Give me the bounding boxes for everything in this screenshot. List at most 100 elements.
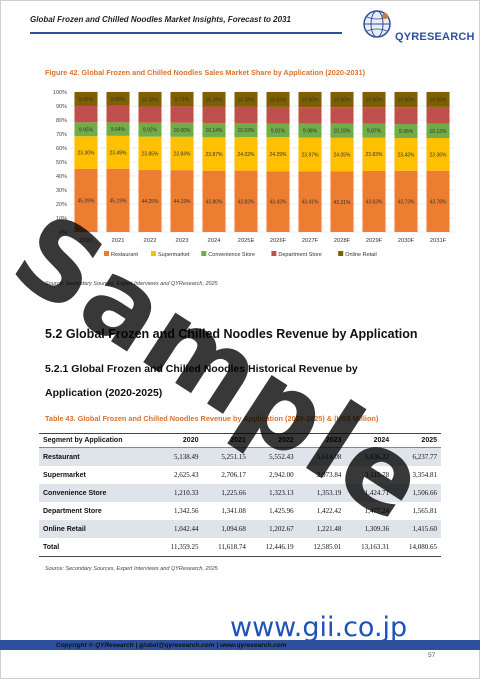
data-label: 10.65% xyxy=(430,97,448,103)
cell: 1,425.96 xyxy=(269,507,294,515)
cell: 11,618.74 xyxy=(202,538,250,557)
x-tick-label: 2026F xyxy=(270,238,287,244)
bar-segment xyxy=(330,123,354,138)
data-label: 9.64% xyxy=(111,127,126,133)
bar-segment xyxy=(138,170,162,232)
bar-segment xyxy=(202,92,226,107)
gii-watermark-link: www.gii.co.jp xyxy=(230,612,408,643)
cell: 1,221.48 xyxy=(297,520,346,538)
bar-segment xyxy=(330,137,354,172)
table-row: Online Retail 1,042.44 1,094.68 1,202.67… xyxy=(39,520,441,538)
stacked-bar-chart: 0% 10% 20% 30% 40% 50% 60% 70% 80% 90% 100% 45.09% 2… xyxy=(53,90,454,258)
table-row: Department Store 1,342.56 1,341.08 1,425… xyxy=(39,502,441,520)
cell: 14,080.65 xyxy=(393,538,441,557)
bar-segment xyxy=(426,106,450,124)
bar-segment xyxy=(202,106,226,124)
data-label: 43.80% xyxy=(206,199,224,205)
bar-segment xyxy=(170,170,194,232)
data-label: 43.42% xyxy=(270,200,288,206)
data-label: 45.19% xyxy=(110,198,128,204)
data-label: 9.92% xyxy=(143,128,158,134)
bar-segment xyxy=(330,92,354,108)
x-tick-label: 2025E xyxy=(238,238,255,244)
cell: 1,353.19 xyxy=(297,484,346,502)
bar-segment xyxy=(298,107,322,124)
legend-label: Online Retail xyxy=(345,252,377,258)
footer-copyright: Copyright © QYResearch | global@qyresear… xyxy=(56,642,287,649)
bar-segment xyxy=(394,124,418,138)
data-label: 9.98% xyxy=(303,129,318,135)
x-tick-label: 2029F xyxy=(366,238,383,244)
figure-caption: Figure 42. Global Frozen and Chilled Noo… xyxy=(45,68,366,77)
table-source: Source: Secondary Sources, Expert Interv… xyxy=(45,566,218,572)
bar-segment xyxy=(138,106,162,123)
bar-segment xyxy=(202,170,226,232)
data-label: 43.21% xyxy=(334,200,352,206)
bar-segment xyxy=(170,106,194,123)
bar-segment xyxy=(298,92,322,108)
bar-segment xyxy=(106,122,130,136)
data-label: 23.83% xyxy=(366,152,384,158)
header-year: 2023 xyxy=(297,433,346,448)
header-rule xyxy=(30,32,342,34)
row-label: Department Store xyxy=(43,507,102,515)
x-tick-label: 2028F xyxy=(334,238,351,244)
legend-label: Supermarket xyxy=(158,252,190,258)
data-label: 23.49% xyxy=(110,150,128,156)
cell: 1,202.67 xyxy=(249,520,298,538)
bar-segment xyxy=(266,106,290,124)
data-label: 23.97% xyxy=(302,152,320,158)
y-tick-label: 100% xyxy=(53,90,67,96)
data-label: 10.15% xyxy=(334,129,352,135)
data-label: 10.14% xyxy=(206,128,224,134)
y-tick-label: 10% xyxy=(56,216,67,222)
bar-segment xyxy=(394,170,418,232)
bar-segment xyxy=(106,105,130,123)
bar-segment xyxy=(394,107,418,125)
revenue-table: Segment by Application 2020 2021 2022 20… xyxy=(39,433,441,557)
cell: 1,565.81 xyxy=(412,507,438,515)
bar-segment xyxy=(234,137,258,171)
data-label: 10.80% xyxy=(302,98,320,104)
bar-segment xyxy=(298,137,322,172)
bar-segment xyxy=(74,122,98,137)
bar-segment xyxy=(170,92,194,107)
data-label: 23.36% xyxy=(430,152,448,158)
x-tick-label: 2027F xyxy=(302,238,319,244)
header-year: 2025 xyxy=(393,433,441,448)
subsection-heading-line2: Application (2020-2025) xyxy=(45,387,163,399)
data-label: 10.12% xyxy=(430,129,448,135)
data-label: 24.05% xyxy=(334,153,352,159)
table-row: Supermarket 2,625.43 2,706.17 2,942.00 2… xyxy=(39,466,441,484)
data-label: 23.85% xyxy=(142,151,160,157)
header-year: 2020 xyxy=(155,433,203,448)
bar-segment xyxy=(266,123,290,138)
data-label: 43.41% xyxy=(302,200,320,206)
data-label: 23.87% xyxy=(206,152,224,158)
cell: 1,342.56 xyxy=(173,507,199,515)
bar-segment xyxy=(234,170,258,232)
table-header-row: Segment by Application 2020 2021 2022 20… xyxy=(39,433,441,448)
x-tick-label: 2022 xyxy=(144,238,157,244)
page-number: 57 xyxy=(428,652,436,659)
bar-segment xyxy=(330,171,354,232)
data-label: 9.95% xyxy=(399,129,414,135)
y-tick-label: 60% xyxy=(56,146,67,152)
header-segment: Segment by Application xyxy=(39,433,156,448)
bar-segment xyxy=(202,123,226,138)
x-tick-label: 2024 xyxy=(208,238,222,244)
cell: 1,341.08 xyxy=(221,507,246,515)
row-label: Total xyxy=(39,538,156,557)
bar-segment xyxy=(298,123,322,138)
data-label: 43.82% xyxy=(238,199,256,205)
data-label: 43.63% xyxy=(366,199,384,205)
cell: 2,942.00 xyxy=(269,471,294,479)
bar-segment xyxy=(330,107,354,124)
data-label: 9.95% xyxy=(79,127,94,133)
data-label: 10.80% xyxy=(366,98,384,104)
data-label: 9.96% xyxy=(79,97,94,103)
data-label: 10.00% xyxy=(174,128,192,134)
bar-segment xyxy=(394,92,418,108)
bar-segment xyxy=(266,92,290,107)
bar-segment xyxy=(74,136,98,169)
